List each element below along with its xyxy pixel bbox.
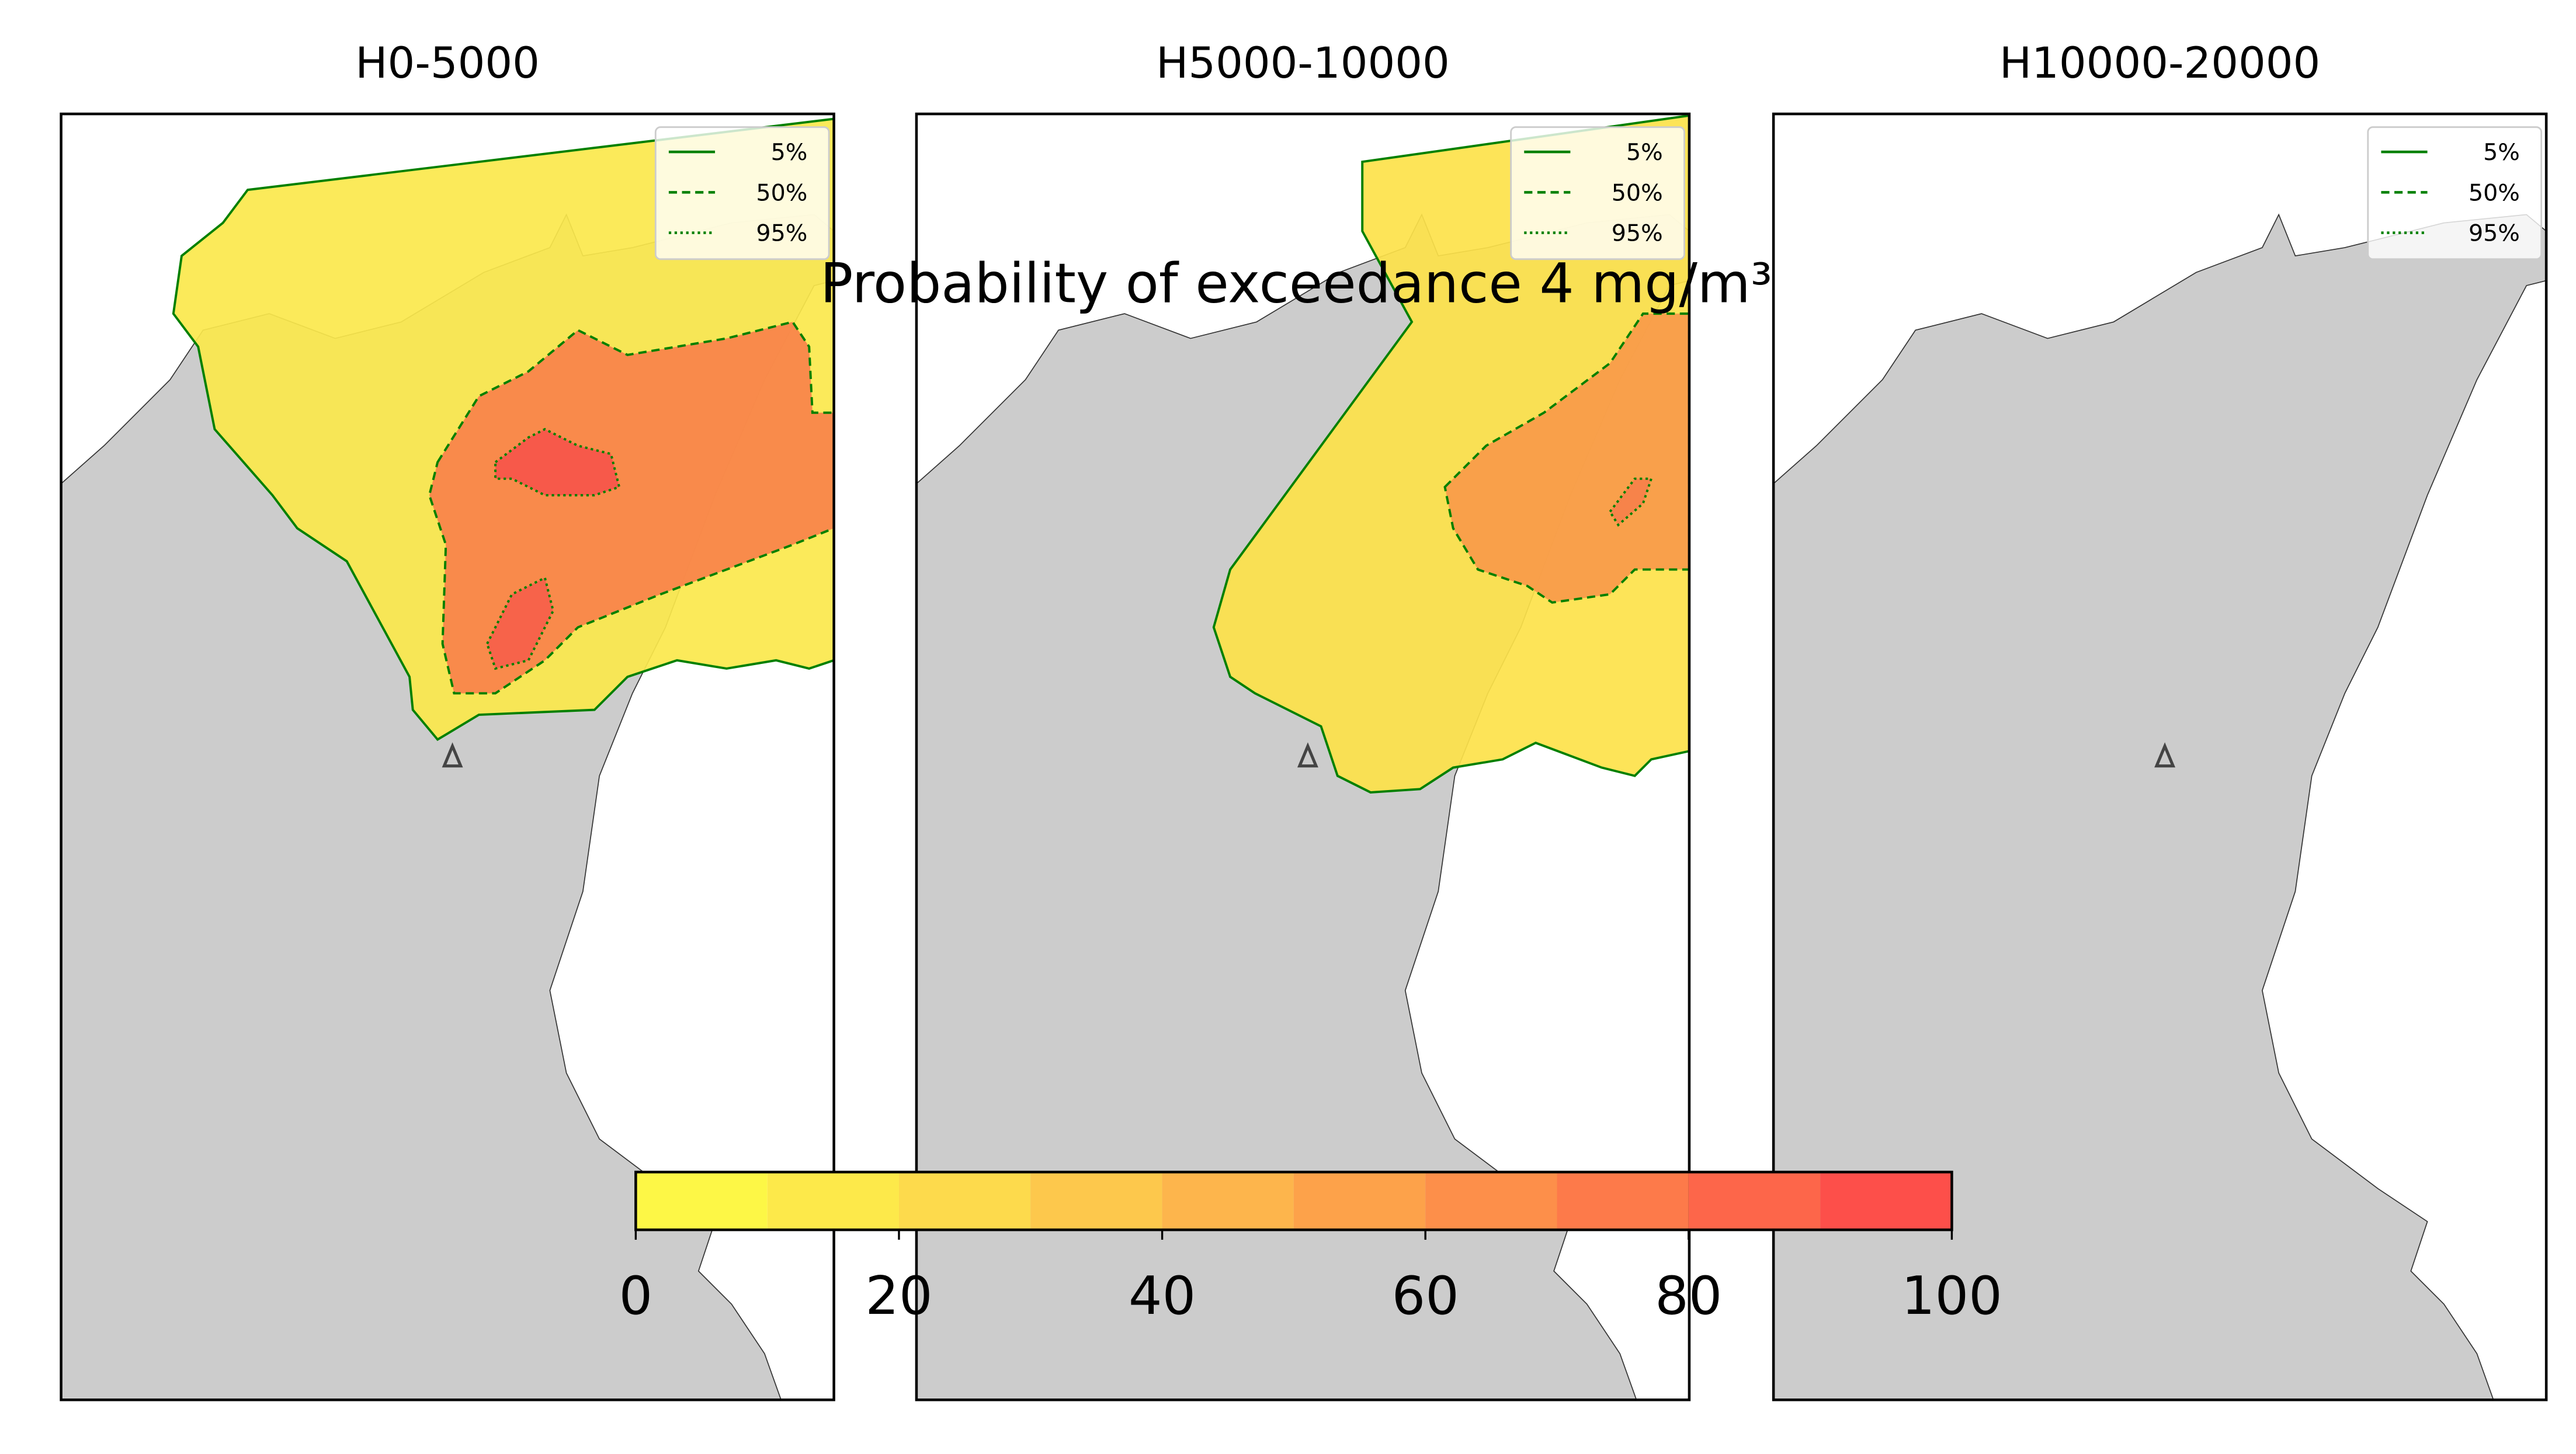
legend-label: 5% bbox=[771, 139, 808, 166]
plume bbox=[494, 427, 621, 497]
plume bbox=[485, 576, 555, 670]
panel-title: H5000-10000 bbox=[1156, 39, 1450, 88]
plume bbox=[1608, 477, 1653, 527]
panel-title: H10000-20000 bbox=[1999, 39, 2320, 88]
vent bbox=[1297, 742, 1318, 768]
vent bbox=[2154, 742, 2176, 768]
colorbar-tick-label: 80 bbox=[1655, 1265, 1722, 1327]
colorbar-bin bbox=[767, 1172, 899, 1230]
colorbar-bin bbox=[1688, 1172, 1821, 1230]
plume bbox=[1443, 312, 1689, 604]
colorbar-bin bbox=[1820, 1172, 1952, 1230]
colorbar-bin bbox=[1425, 1172, 1557, 1230]
colorbar-bin bbox=[1293, 1172, 1426, 1230]
legend-label: 95% bbox=[756, 220, 807, 247]
legend-label: 95% bbox=[1612, 220, 1663, 247]
colorbar-tick-label: 0 bbox=[619, 1265, 653, 1327]
colorbar-bin bbox=[898, 1172, 1031, 1230]
legend-label: 50% bbox=[756, 179, 807, 206]
panel-frame bbox=[915, 112, 1691, 1401]
legend-box bbox=[1510, 126, 1685, 260]
legend-box bbox=[654, 126, 830, 260]
panel-frame bbox=[60, 112, 835, 1401]
panel-title: H0-5000 bbox=[355, 39, 540, 88]
colorbar-tick-label: 40 bbox=[1129, 1265, 1196, 1327]
legend-label: 5% bbox=[2483, 139, 2520, 166]
colorbar-tick-label: 60 bbox=[1392, 1265, 1459, 1327]
colorbar-bin bbox=[1030, 1172, 1162, 1230]
legend-label: 50% bbox=[1612, 179, 1663, 206]
plume bbox=[1212, 114, 1689, 794]
legend-label: 50% bbox=[2469, 179, 2520, 206]
colorbar-bin bbox=[1557, 1172, 1689, 1230]
panel-frame bbox=[1772, 112, 2548, 1401]
colorbar-bin bbox=[1162, 1172, 1294, 1230]
legend-label: 5% bbox=[1626, 139, 1663, 166]
map-panel bbox=[61, 114, 834, 1400]
colorbar-tick-label: 100 bbox=[1901, 1265, 2002, 1327]
legend-label: 95% bbox=[2469, 220, 2520, 247]
colorbar-bin bbox=[636, 1172, 768, 1230]
legend-box bbox=[2367, 126, 2543, 260]
figure-title: Probability of exceedance 4 mg/m³ bbox=[820, 251, 1772, 315]
vent bbox=[442, 742, 463, 768]
colorbar-tick-label: 20 bbox=[865, 1265, 932, 1327]
colorbar-frame bbox=[634, 1170, 1953, 1232]
